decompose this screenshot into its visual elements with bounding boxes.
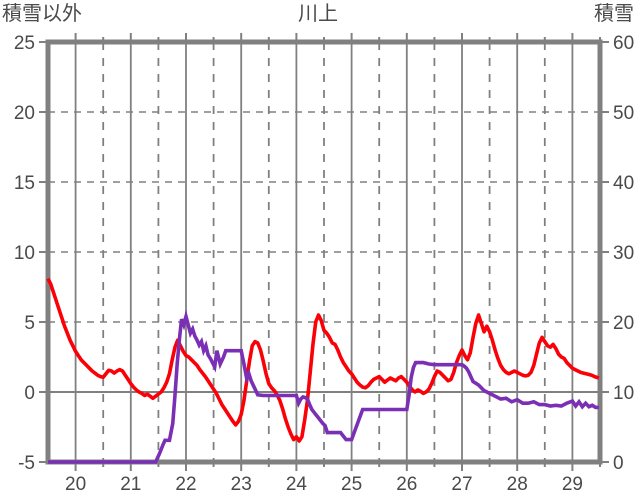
x-tick-label: 25 <box>341 474 362 495</box>
right-y-tick-label: 20 <box>613 313 634 334</box>
left-y-tick-label: -5 <box>18 453 35 474</box>
x-tick-label: 29 <box>562 474 583 495</box>
series-line-snowdepth <box>48 309 599 464</box>
right-y-tick-label: 60 <box>613 33 634 54</box>
left-y-tick-label: 5 <box>24 313 35 334</box>
x-tick-label: 26 <box>396 474 417 495</box>
x-tick-label: 21 <box>120 474 141 495</box>
chart-title: 川上 <box>298 3 338 25</box>
right-y-tick-label: 10 <box>613 383 634 404</box>
axis-ticks <box>39 33 609 471</box>
left-y-tick-label: 10 <box>14 243 35 264</box>
right-y-tick-label: 50 <box>613 103 634 124</box>
right-y-tick-label: 0 <box>613 453 624 474</box>
x-tick-label: 20 <box>65 474 86 495</box>
right-y-tick-label: 30 <box>613 243 634 264</box>
right-axis-title: 積雪 <box>594 3 634 25</box>
grid-lines <box>48 42 600 462</box>
x-tick-label: 23 <box>231 474 252 495</box>
left-y-tick-label: 20 <box>14 103 35 124</box>
right-y-tick-label: 40 <box>613 173 634 194</box>
series-line-temperature <box>46 277 600 443</box>
x-tick-label: 27 <box>451 474 472 495</box>
left-y-tick-label: 0 <box>24 383 35 404</box>
series-lines <box>46 277 600 464</box>
x-tick-label: 24 <box>286 474 308 495</box>
x-tick-label: 28 <box>507 474 528 495</box>
left-axis-title: 積雪以外 <box>2 3 82 25</box>
left-y-tick-label: 25 <box>14 33 35 54</box>
tick-labels: -5 0 5 10 15 20 25 0 10 20 30 40 50 60 20 21 22 23 24 25 26 2… <box>14 33 634 495</box>
x-tick-label: 22 <box>175 474 196 495</box>
left-y-tick-label: 15 <box>14 173 35 194</box>
